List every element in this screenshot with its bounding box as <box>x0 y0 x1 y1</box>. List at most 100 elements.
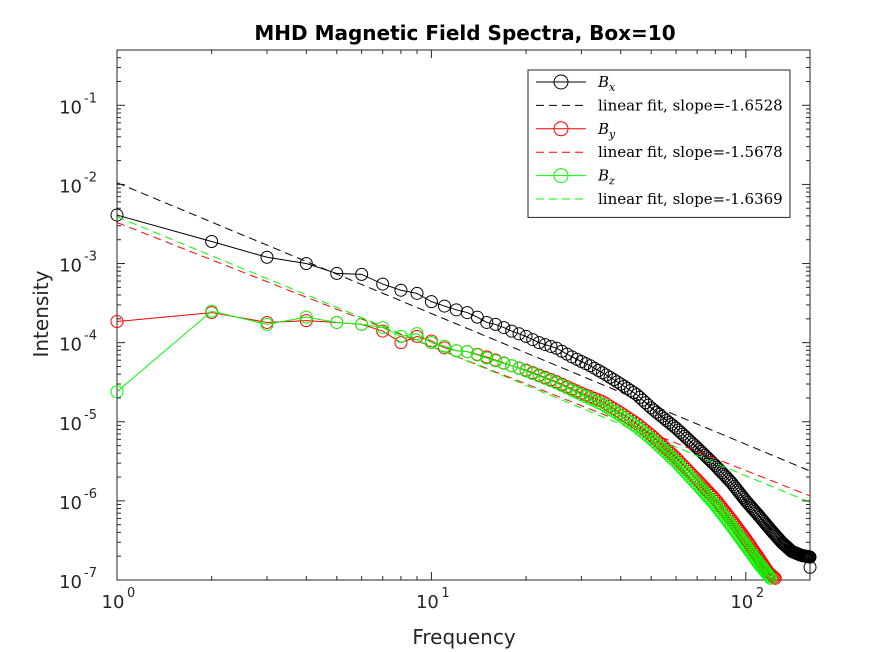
data-point-Bz <box>449 344 463 358</box>
data-point-Bx <box>705 455 719 469</box>
data-point-Bz <box>614 409 628 422</box>
data-point-By <box>376 324 390 338</box>
y-tick-exponent: -1 <box>84 91 97 106</box>
data-point-Bx <box>532 336 546 350</box>
data-point-Bz <box>437 339 451 353</box>
data-point-Bz <box>607 404 621 418</box>
legend-entry: Bz <box>536 167 615 188</box>
y-tick-label: 10 <box>59 572 82 593</box>
data-point-By <box>660 442 674 456</box>
x-axis-label: Frequency <box>412 625 515 649</box>
data-point-Bz <box>674 460 688 474</box>
data-point-Bz <box>526 366 540 380</box>
data-point-Bx <box>587 361 601 375</box>
data-point-Bx <box>497 321 511 335</box>
data-point-Bz <box>667 453 681 467</box>
data-point-Bx <box>610 375 624 389</box>
data-point-Bz <box>761 569 775 583</box>
data-point-Bx <box>424 295 438 309</box>
legend-entry: Bx <box>536 73 616 94</box>
data-point-Bx <box>592 364 606 378</box>
data-point-Bz <box>647 434 661 448</box>
x-tick-exponent: 0 <box>127 586 135 601</box>
data-point-Bx <box>599 368 613 382</box>
data-point-Bz <box>655 441 669 455</box>
fit-line-Bz <box>116 216 811 503</box>
data-point-Bx <box>803 550 817 564</box>
data-point-Bz <box>394 329 408 343</box>
data-point-Bz <box>544 374 558 388</box>
legend-label: linear fit, slope=-1.6528 <box>598 96 783 114</box>
y-tick-exponent: -3 <box>84 250 97 265</box>
legend-entry: By <box>536 120 616 141</box>
data-point-Bx <box>710 460 724 474</box>
data-point-Bz <box>355 317 369 331</box>
data-point-Bx <box>526 333 540 347</box>
data-point-Bz <box>330 315 344 329</box>
data-point-Bz <box>424 336 438 350</box>
data-point-Bx <box>607 373 621 387</box>
y-tick-label: 10 <box>59 176 82 197</box>
fit-line-By <box>116 222 811 497</box>
data-point-Bx <box>617 379 631 393</box>
data-point-Bx <box>110 208 124 222</box>
data-point-By <box>657 440 671 454</box>
data-point-Bx <box>205 234 219 248</box>
data-point-Bz <box>708 498 722 512</box>
data-point-By <box>299 314 313 328</box>
data-point-Bz <box>763 570 777 584</box>
data-point-Bz <box>760 567 774 581</box>
data-point-Bz <box>410 327 424 341</box>
data-point-Bz <box>460 345 474 359</box>
data-point-Bz <box>470 348 484 362</box>
legend-label: By <box>597 120 616 141</box>
data-point-Bx <box>376 277 390 291</box>
data-point-Bz <box>376 321 390 335</box>
data-point-Bz <box>664 451 678 465</box>
data-point-Bx <box>736 490 750 504</box>
x-tick-label: 10 <box>730 592 753 613</box>
y-tick-exponent: -7 <box>84 566 97 581</box>
data-point-Bx <box>330 266 344 280</box>
data-point-By <box>110 315 124 329</box>
data-point-Bx <box>544 339 558 353</box>
y-tick-exponent: -4 <box>84 329 97 344</box>
y-axis-label: Intensity <box>29 270 53 357</box>
data-point-Bz <box>532 369 546 383</box>
fit-line-Bx <box>116 182 811 472</box>
data-point-Bz <box>671 457 685 471</box>
data-point-Bz <box>710 500 724 514</box>
data-point-Bz <box>617 411 631 425</box>
legend-box <box>527 69 791 218</box>
data-point-Bx <box>394 283 408 297</box>
y-tick-label: 10 <box>59 335 82 356</box>
data-point-Bx <box>538 338 552 352</box>
x-tick-exponent: 1 <box>441 586 449 601</box>
y-tick-label: 10 <box>59 256 82 277</box>
data-point-Bz <box>599 400 613 414</box>
legend-label: Bz <box>597 167 615 188</box>
data-point-Bx <box>410 286 424 300</box>
legend-marker-sample <box>553 168 569 184</box>
data-point-Bz <box>657 444 671 458</box>
x-tick-exponent: 2 <box>756 586 764 601</box>
data-point-Bx <box>803 560 817 574</box>
legend-entry: linear fit, slope=-1.6369 <box>536 190 783 208</box>
data-point-Bx <box>437 299 451 313</box>
x-tick-label: 10 <box>102 592 125 613</box>
data-point-Bx <box>505 324 519 338</box>
data-point-Bx <box>355 267 369 281</box>
data-point-Bx <box>299 257 313 271</box>
data-point-Bx <box>614 377 628 391</box>
data-point-Bz <box>662 448 676 462</box>
y-tick-exponent: -5 <box>84 408 97 423</box>
data-point-Bz <box>610 406 624 420</box>
y-tick-exponent: -2 <box>84 170 97 185</box>
series-Bx <box>110 182 817 574</box>
legend-marker-sample <box>553 74 569 90</box>
data-point-Bz <box>652 439 666 453</box>
data-point-Bx <box>489 317 503 331</box>
data-point-Bx <box>703 453 717 467</box>
chart-title: MHD Magnetic Field Spectra, Box=10 <box>254 21 675 45</box>
